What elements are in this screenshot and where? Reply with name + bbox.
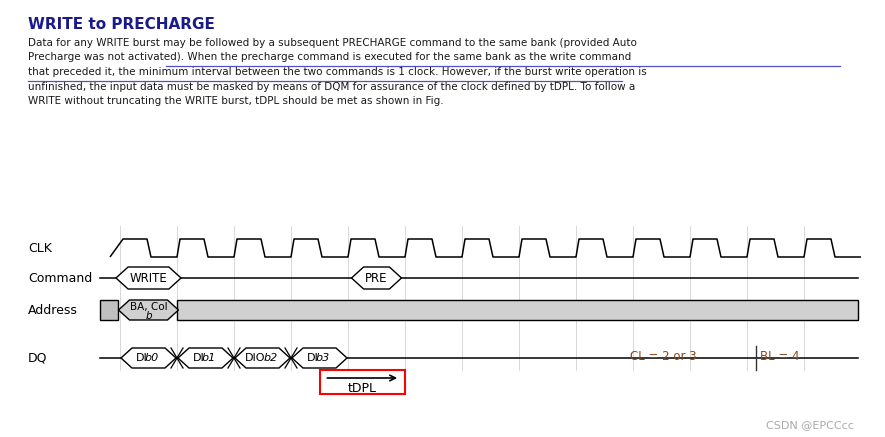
Text: b1: b1 xyxy=(202,353,216,363)
Text: CL = 2 or 3: CL = 2 or 3 xyxy=(630,350,696,363)
Text: Precharge was not activated). When the precharge command is executed for the sam: Precharge was not activated). When the p… xyxy=(28,52,631,62)
Text: Command: Command xyxy=(28,271,92,284)
Polygon shape xyxy=(121,348,176,368)
Bar xyxy=(177,300,858,320)
Text: b3: b3 xyxy=(315,353,329,363)
Text: DI: DI xyxy=(306,353,319,363)
Polygon shape xyxy=(292,348,347,368)
Text: CLK: CLK xyxy=(28,242,52,254)
Text: DI: DI xyxy=(193,353,204,363)
Text: b: b xyxy=(145,311,152,321)
Polygon shape xyxy=(235,348,290,368)
Text: tDPL: tDPL xyxy=(348,382,377,395)
Bar xyxy=(100,300,118,320)
Text: b0: b0 xyxy=(144,353,158,363)
Text: CSDN @EPCCcc: CSDN @EPCCcc xyxy=(766,420,854,430)
Text: DQ: DQ xyxy=(28,351,48,364)
Text: DI: DI xyxy=(135,353,148,363)
Text: PRE: PRE xyxy=(366,271,388,284)
Text: b2: b2 xyxy=(264,353,278,363)
Polygon shape xyxy=(119,300,179,320)
Text: Data for any WRITE burst may be followed by a subsequent PRECHARGE command to th: Data for any WRITE burst may be followed… xyxy=(28,38,637,48)
Polygon shape xyxy=(178,348,233,368)
Text: DIO: DIO xyxy=(245,353,266,363)
Bar xyxy=(319,370,405,394)
Text: that preceded it, the minimum interval between the two commands is 1 clock. Howe: that preceded it, the minimum interval b… xyxy=(28,67,647,77)
Polygon shape xyxy=(116,267,181,289)
Polygon shape xyxy=(351,267,402,289)
Text: Address: Address xyxy=(28,304,78,316)
Text: unfinished, the input data must be masked by means of DQM for assurance of the c: unfinished, the input data must be maske… xyxy=(28,81,635,91)
Text: WRITE to PRECHARGE: WRITE to PRECHARGE xyxy=(28,17,215,32)
Text: BL = 4: BL = 4 xyxy=(760,350,799,363)
Text: BA, Col: BA, Col xyxy=(130,302,167,312)
Text: WRITE without truncating the WRITE burst, tDPL should be met as shown in Fig.: WRITE without truncating the WRITE burst… xyxy=(28,96,443,106)
Text: WRITE: WRITE xyxy=(129,271,167,284)
